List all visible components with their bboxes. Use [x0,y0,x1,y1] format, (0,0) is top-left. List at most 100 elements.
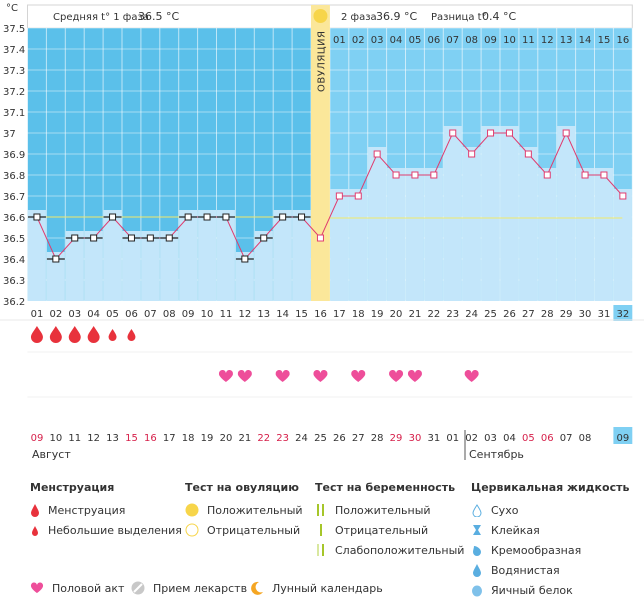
temperature-point-29 [562,129,570,137]
calendar-date-11: 20 [220,433,233,444]
phase1-average-label: Средняя t° 1 фаза [53,12,149,23]
phase2-day-02: 02 [352,35,365,46]
temperature-point-8 [165,234,173,242]
legend-cervical-fluid: Цервикальная жидкость Сухо Клейкая Кремо… [471,481,641,600]
pregnancy-negative-icon [320,524,322,536]
day-bar-10 [198,210,216,301]
legend-spotting-item: Небольшие выделения [30,520,190,540]
calendar-date-9: 18 [182,433,195,444]
phase2-day-14: 14 [579,35,592,46]
calendar-date-14: 23 [276,433,289,444]
temperature-point-21 [411,171,419,179]
cycle-day-03: 03 [68,309,81,320]
y-tick-label-10: 37.2 [3,87,25,98]
intercourse-heart-day-12 [237,369,252,382]
cycle-day-13: 13 [257,309,270,320]
legend-intercourse: Половой акт [30,579,124,597]
calendar-date-15: 24 [295,433,308,444]
legend-pregnancy-positive-label: Положительный [335,503,431,517]
calendar-date-6: 15 [125,433,138,444]
intercourse-heart-day-21 [407,369,422,382]
day-bar-19 [368,147,387,301]
calendar-date-19: 28 [371,433,384,444]
day-bar-3 [65,231,84,301]
cycle-day-14: 14 [276,309,289,320]
y-tick-label-5: 36.7 [3,192,25,203]
sticky-icon [473,525,481,535]
small-blood-drop-icon [32,526,38,536]
day-bar-14 [273,210,292,301]
day-bar-30 [576,168,594,301]
day-bar-5 [103,210,122,301]
phase2-average-label: 2 фаза [341,12,377,23]
temperature-point-22 [430,171,438,179]
legend-pregnancy-negative-item: Отрицательный [315,520,465,540]
cycle-day-28: 28 [541,309,554,320]
legend-ovulation-test: Тест на овуляцию Положительный Отрицател… [185,481,315,540]
phase2-day-11: 11 [522,35,535,46]
cycle-day-16: 16 [314,309,327,320]
ovulation-sun-icon [313,9,328,23]
day-bar-31 [595,168,613,301]
temperature-point-6 [127,234,135,242]
menstruation-drop-6 [127,329,136,341]
temperature-point-13 [260,234,268,242]
cycle-day-25: 25 [484,309,497,320]
y-tick-label-8: 37 [3,129,16,140]
intercourse-heart-day-20 [389,369,404,382]
temperature-point-1 [33,213,41,221]
calendar-date-4: 12 [87,433,100,444]
calendar-date-18: 27 [352,433,365,444]
cycle-day-08: 08 [163,309,176,320]
calendar-date-30: 08 [579,433,592,444]
day-bar-11 [217,210,235,301]
legend-intercourse-label: Половой акт [52,581,125,595]
calendar-date-29: 07 [560,433,573,444]
temperature-point-2 [52,255,60,263]
y-tick-label-0: 36.2 [3,297,25,308]
cycle-day-04: 04 [87,309,100,320]
legend-cervical-creamy-item: Кремообразная [471,540,641,560]
legend-ovulation-negative-item: Отрицательный [185,520,315,540]
pill-icon [131,581,145,595]
menstruation-drop-3 [68,326,81,343]
day-bar-18 [349,189,368,301]
dry-drop-icon [472,504,482,517]
day-bar-27 [519,147,538,301]
day-bar-24 [462,147,481,301]
calendar-date-1: 09 [31,433,44,444]
temperature-point-32 [619,192,627,200]
legend-ovulation-positive-item: Положительный [185,500,315,520]
legend-cervical-dry-label: Сухо [491,503,519,517]
calendar-date-20: 29 [390,433,403,444]
temperature-point-28 [543,171,551,179]
cycle-day-12: 12 [238,309,251,320]
y-tick-label-1: 36.3 [3,276,25,287]
calendar-date-2: 10 [49,433,62,444]
cycle-day-27: 27 [522,309,535,320]
y-tick-label-12: 37.4 [3,45,25,56]
day-bar-9 [179,210,198,301]
day-bar-21 [406,168,424,301]
legend-cervical-watery-label: Водянистая [491,563,560,577]
temperature-point-10 [203,213,211,221]
menstruation-drop-2 [49,326,62,343]
menstruation-drop-5 [108,329,117,341]
day-bar-17 [330,189,349,301]
cycle-day-01: 01 [31,309,44,320]
day-bar-6 [122,231,141,301]
cycle-day-10: 10 [201,309,214,320]
calendar-date-7: 16 [144,433,157,444]
day-bar-13 [254,231,273,301]
ovulation-negative-icon [185,523,199,537]
calendar-date-28: 06 [541,433,554,444]
legend-cervical-dry-item: Сухо [471,500,641,520]
ovulation-positive-icon [185,503,199,517]
phase2-day-03: 03 [371,35,384,46]
temperature-point-12 [241,255,249,263]
temperature-point-31 [600,171,608,179]
temperature-point-14 [279,213,287,221]
day-bar-1 [28,210,46,301]
cycle-day-22: 22 [427,309,440,320]
phase2-day-01: 01 [333,35,346,46]
